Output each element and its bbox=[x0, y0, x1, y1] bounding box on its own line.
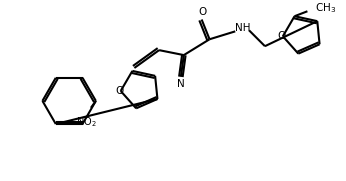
Text: O: O bbox=[199, 7, 207, 17]
Text: NH: NH bbox=[235, 23, 251, 33]
Text: NO$_2$: NO$_2$ bbox=[76, 115, 96, 129]
Text: CH$_3$: CH$_3$ bbox=[315, 1, 337, 15]
Text: O: O bbox=[116, 86, 124, 96]
Text: O: O bbox=[278, 31, 286, 41]
Text: N: N bbox=[177, 79, 185, 89]
